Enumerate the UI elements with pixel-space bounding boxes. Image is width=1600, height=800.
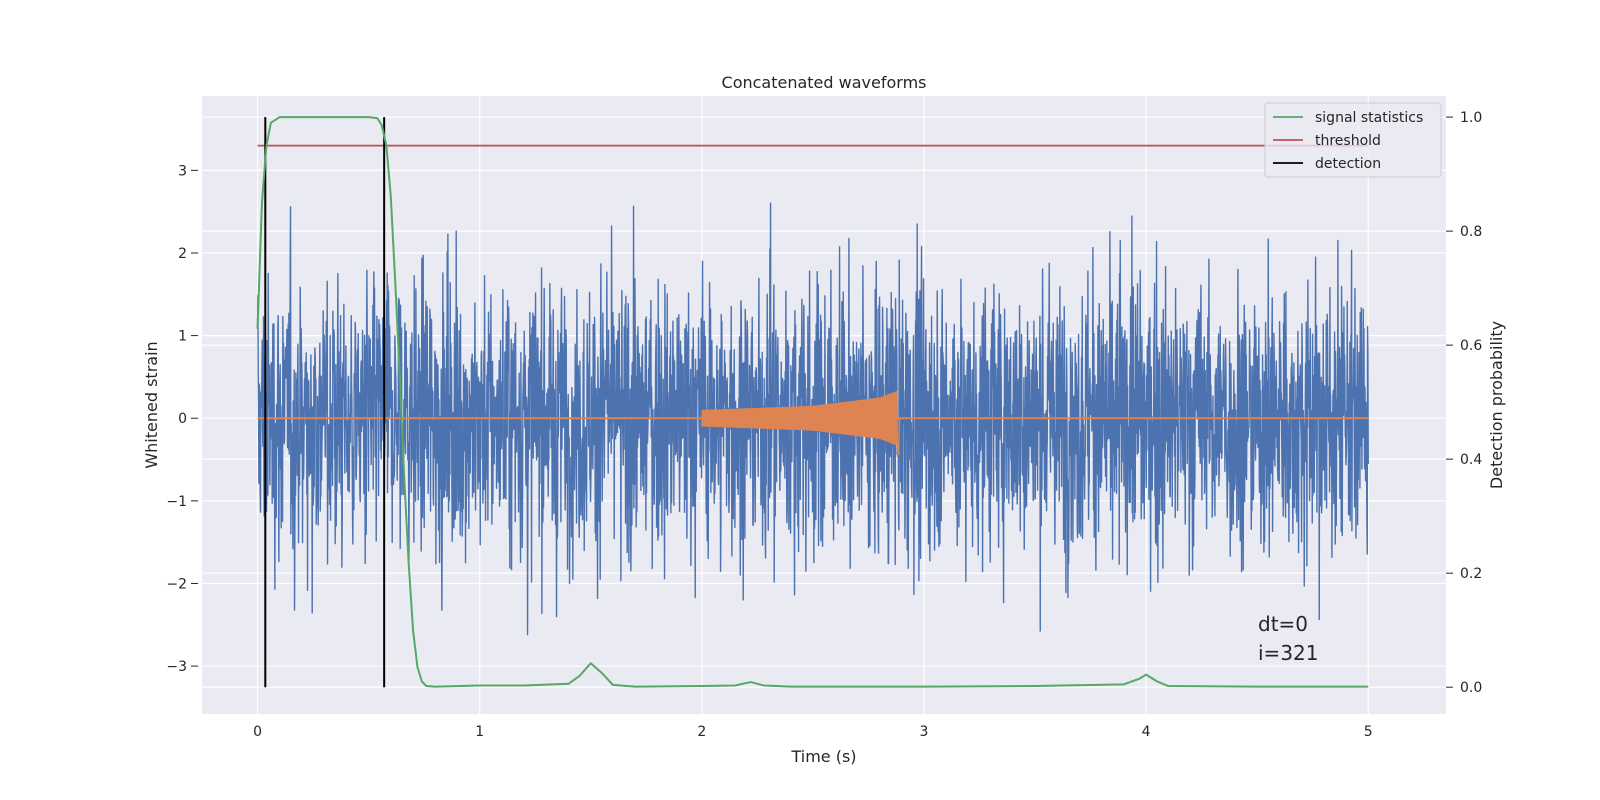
- x-tick-label: 2: [697, 724, 706, 740]
- waveform-chirp: [701, 391, 901, 456]
- injected-waveform-series: [257, 391, 1369, 456]
- y-tick-label-right: 1.0: [1460, 110, 1482, 126]
- x-tick-label: 0: [253, 724, 262, 740]
- y-tick-label-right: 0.0: [1460, 680, 1482, 696]
- detection-series: [256, 116, 1369, 688]
- y-axis-label-right: Detection probability: [1487, 321, 1506, 489]
- strain-line: [256, 202, 1369, 636]
- legend-label-detection: detection: [1315, 156, 1381, 172]
- annotation-dt: dt=0: [1258, 612, 1308, 636]
- y-tick-label: 3: [178, 163, 187, 179]
- x-tick-label: 5: [1364, 724, 1373, 740]
- y-axis-label: Whitened strain: [142, 341, 161, 468]
- legend: signal statistics threshold detection: [1264, 102, 1442, 178]
- x-tick-label: 3: [920, 724, 929, 740]
- y-tick-label: 2: [178, 246, 187, 262]
- annotation-index: i=321: [1258, 641, 1319, 665]
- y-tick-label: 1: [178, 329, 187, 345]
- tick-labels: 0 1 2 3 4 5 −3 −2 −1 0 1 2 3 0.0 0.2 0.4 0.6 0.8 1.0: [166, 110, 1482, 740]
- y-tick-label: −2: [166, 576, 187, 592]
- x-tick-label: 1: [475, 724, 484, 740]
- chart-title: Concatenated waveforms: [722, 73, 927, 92]
- legend-frame: [1264, 102, 1442, 178]
- legend-label-signal-statistics: signal statistics: [1315, 110, 1423, 126]
- y-tick-label: −3: [166, 659, 187, 675]
- strain-series: [256, 202, 1369, 636]
- y-tick-label-right: 0.4: [1460, 452, 1482, 468]
- y-tick-label: 0: [178, 411, 187, 427]
- y-tick-label: −1: [166, 494, 187, 510]
- x-tick-label: 4: [1142, 724, 1151, 740]
- y-tick-label-right: 0.2: [1460, 566, 1482, 582]
- y-tick-label-right: 0.8: [1460, 224, 1482, 240]
- legend-label-threshold: threshold: [1315, 133, 1381, 149]
- signal-statistics-line: [256, 116, 1369, 688]
- y-tick-label-right: 0.6: [1460, 338, 1482, 354]
- x-axis-label: Time (s): [790, 747, 856, 766]
